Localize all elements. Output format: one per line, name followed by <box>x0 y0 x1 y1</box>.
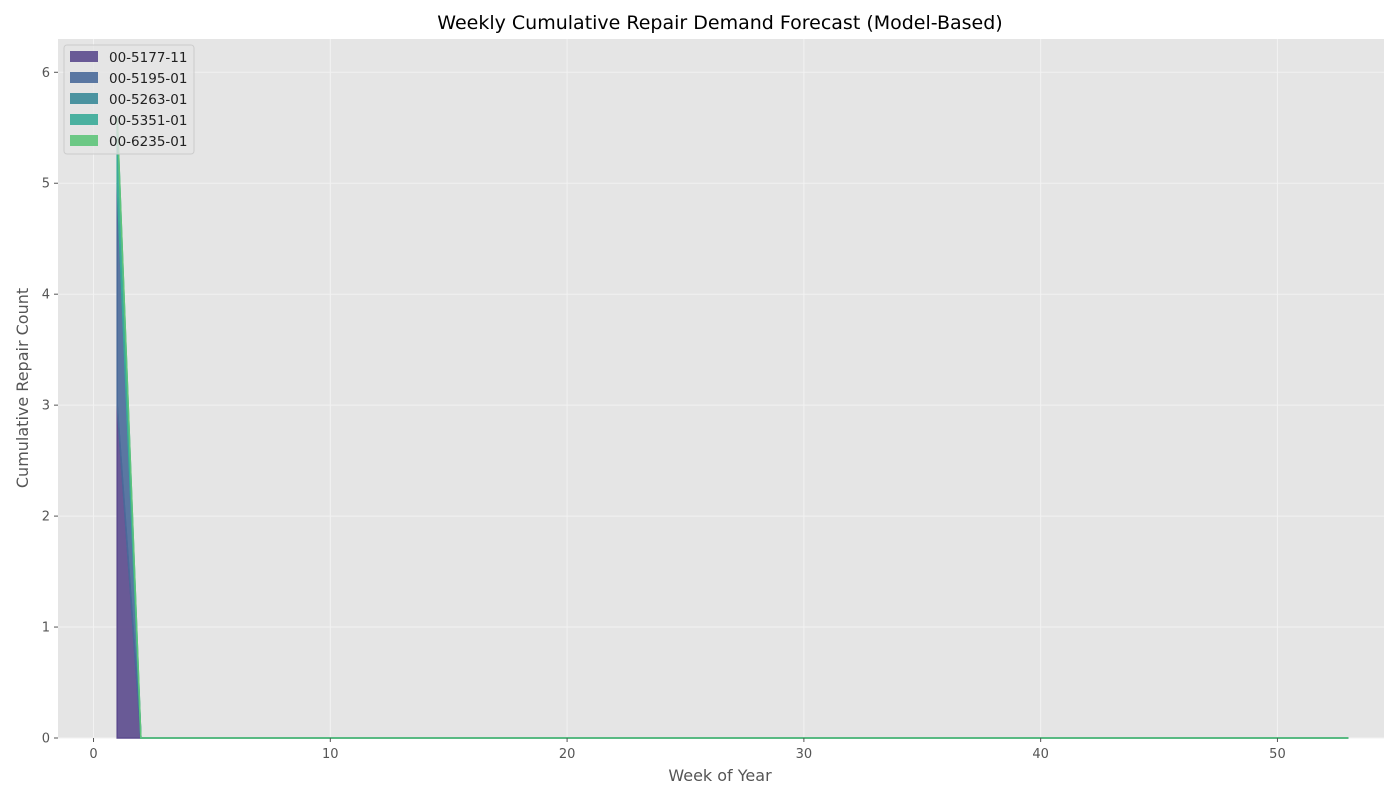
legend-label: 00-5263-01 <box>109 92 187 108</box>
y-tick-label: 0 <box>42 732 50 747</box>
grid <box>58 39 1384 739</box>
y-tick-label: 6 <box>42 66 50 81</box>
axis-ticks: 0 10 20 30 40 50 0 1 2 3 4 5 6 <box>42 66 1286 762</box>
legend-swatch <box>70 93 98 104</box>
legend-swatch <box>70 114 98 125</box>
chart-title: Weekly Cumulative Repair Demand Forecast… <box>437 12 1002 34</box>
x-tick-label: 10 <box>322 747 339 762</box>
x-tick-label: 30 <box>796 747 813 762</box>
plot-background <box>58 39 1384 738</box>
area-00-6235-01 <box>116 116 1349 739</box>
legend: 00-5177-11 00-5195-01 00-5263-01 00-5351-01… <box>63 44 195 155</box>
y-tick-label: 3 <box>42 399 50 414</box>
x-axis-label: Week of Year <box>668 766 772 785</box>
y-tick-label: 2 <box>42 510 50 525</box>
legend-label: 00-5351-01 <box>109 113 187 129</box>
legend-swatch <box>70 72 98 83</box>
x-tick-label: 50 <box>1269 747 1286 762</box>
legend-label: 00-5177-11 <box>109 50 187 66</box>
legend-swatch <box>70 135 98 146</box>
y-axis-label: Cumulative Repair Count <box>13 288 32 488</box>
area-series <box>116 116 1349 739</box>
x-tick-label: 20 <box>559 747 576 762</box>
x-tick-label: 0 <box>89 747 97 762</box>
y-tick-label: 1 <box>42 621 50 636</box>
y-tick-label: 4 <box>42 288 50 303</box>
x-tick-label: 40 <box>1032 747 1049 762</box>
legend-swatch <box>70 51 98 62</box>
legend-label: 00-6235-01 <box>109 134 187 150</box>
legend-label: 00-5195-01 <box>109 71 187 87</box>
y-tick-label: 5 <box>42 177 50 192</box>
